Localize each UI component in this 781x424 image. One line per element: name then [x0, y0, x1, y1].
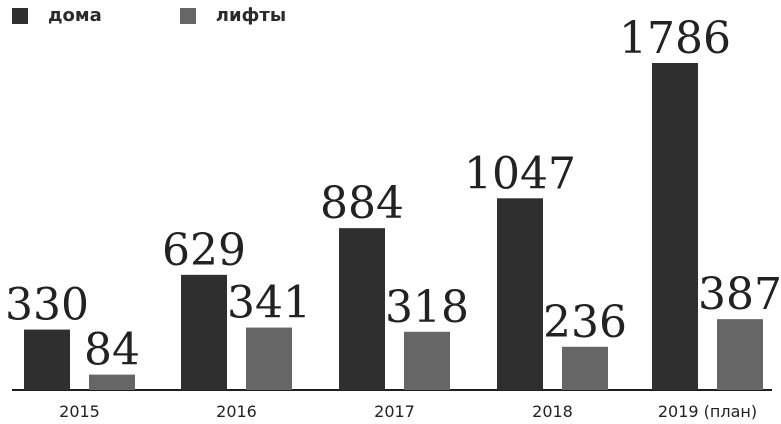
data-label-houses-2: 884	[320, 178, 404, 229]
bar-lifts-3	[562, 346, 608, 390]
bar-houses-2	[339, 228, 385, 390]
bar-lifts-4	[717, 319, 763, 390]
x-tick-label-4: 2019 (план)	[658, 402, 757, 421]
bar-lifts-2	[404, 331, 450, 390]
data-label-lifts-4: 387	[698, 269, 781, 320]
bar-lifts-1	[246, 327, 292, 390]
legend-swatch-lifts	[179, 8, 196, 24]
x-tick-label-1: 2016	[216, 402, 257, 421]
x-tick-label-2: 2017	[374, 402, 415, 421]
bar-houses-3	[497, 198, 543, 390]
legend-label-lifts: лифты	[215, 5, 287, 26]
data-label-lifts-3: 236	[543, 297, 627, 348]
data-label-houses-4: 1786	[619, 13, 731, 64]
data-label-houses-0: 330	[5, 280, 89, 331]
bar-houses-0	[24, 329, 70, 390]
legend-label-houses: дома	[48, 5, 102, 26]
bar-lifts-0	[89, 374, 135, 390]
data-label-lifts-1: 341	[227, 278, 311, 329]
x-tick-label-0: 2015	[59, 402, 100, 421]
bar-houses-1	[181, 274, 227, 390]
data-label-lifts-0: 84	[84, 325, 140, 376]
legend-item-houses: дома	[12, 6, 102, 26]
legend-item-lifts: лифты	[179, 5, 287, 26]
bar-houses-4	[652, 63, 698, 390]
legend-swatch-houses	[12, 8, 28, 24]
x-tick-label-3: 2018	[532, 402, 573, 421]
legend: дома лифты	[12, 6, 364, 26]
data-label-houses-3: 1047	[464, 148, 576, 199]
data-label-lifts-2: 318	[385, 282, 469, 333]
data-label-houses-1: 629	[162, 225, 246, 276]
